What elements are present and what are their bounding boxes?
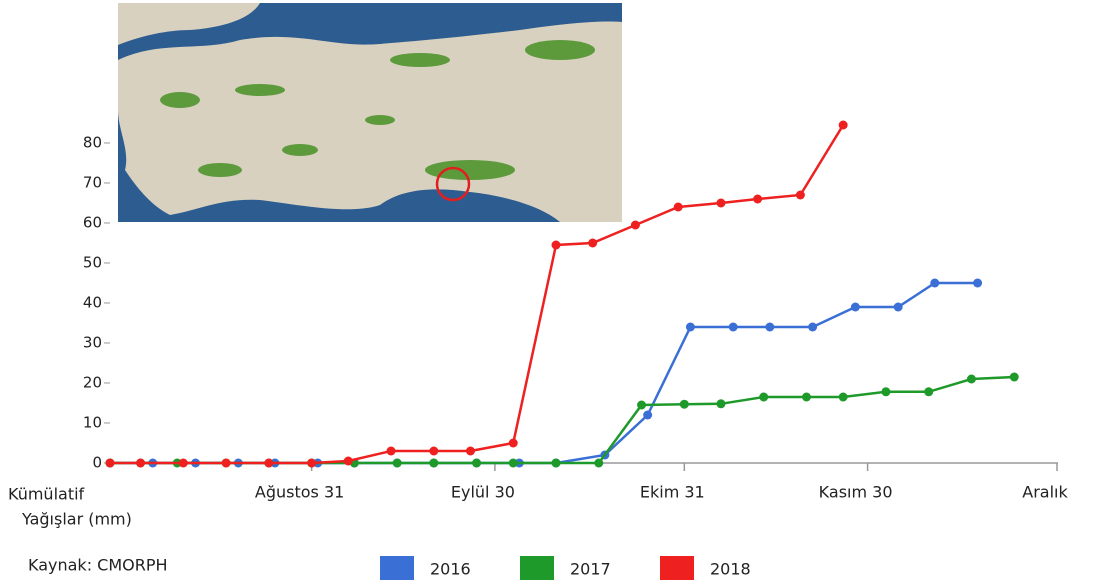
data-point xyxy=(796,191,805,200)
legend-swatch xyxy=(660,556,694,580)
y-tick-label: 70 xyxy=(83,174,102,192)
y-tick-label: 0 xyxy=(92,454,102,472)
x-tick-label: Ekim 31 xyxy=(640,483,705,502)
data-point xyxy=(179,459,188,468)
series-line xyxy=(110,377,1014,463)
y-tick-label: 30 xyxy=(83,334,102,352)
data-point xyxy=(924,387,933,396)
data-point xyxy=(839,121,848,130)
data-point xyxy=(429,447,438,456)
data-point xyxy=(686,323,695,332)
y-tick-label: 80 xyxy=(83,134,102,152)
data-point xyxy=(808,323,817,332)
data-point xyxy=(716,199,725,208)
data-point xyxy=(881,387,890,396)
data-point xyxy=(716,399,725,408)
legend-swatch xyxy=(520,556,554,580)
data-point xyxy=(839,393,848,402)
data-point xyxy=(106,459,115,468)
data-point xyxy=(930,279,939,288)
x-tick-label: Aralık xyxy=(1022,483,1068,502)
data-point xyxy=(552,241,561,250)
legend-label: 2017 xyxy=(570,560,611,579)
data-point xyxy=(429,459,438,468)
data-point xyxy=(631,221,640,230)
data-point xyxy=(894,303,903,312)
data-point xyxy=(729,323,738,332)
data-point xyxy=(594,459,603,468)
data-point xyxy=(674,203,683,212)
data-point xyxy=(1010,373,1019,382)
data-point xyxy=(393,459,402,468)
legend-label: 2018 xyxy=(710,560,751,579)
data-point xyxy=(509,459,518,468)
source: Kaynak: CMORPH xyxy=(28,556,168,575)
x-tick-label: Kasım 30 xyxy=(819,483,893,502)
data-point xyxy=(967,375,976,384)
data-point xyxy=(387,447,396,456)
data-point xyxy=(973,279,982,288)
y-label: Kümülatif xyxy=(8,485,85,504)
data-point xyxy=(472,459,481,468)
chart: Kümülatif Yağışlar (mm) Kaynak: CMORPH 0… xyxy=(0,0,1102,584)
data-point xyxy=(552,459,561,468)
x-tick-label: Eylül 30 xyxy=(451,483,515,502)
data-point xyxy=(588,239,597,248)
map-inset xyxy=(118,3,622,222)
data-point xyxy=(466,447,475,456)
y-label: Yağışlar (mm) xyxy=(21,510,132,529)
x-tick-label: Ağustos 31 xyxy=(255,483,344,502)
series-line xyxy=(110,283,978,463)
data-point xyxy=(344,457,353,466)
data-point xyxy=(637,401,646,410)
data-point xyxy=(643,411,652,420)
data-point xyxy=(759,393,768,402)
y-tick-label: 20 xyxy=(83,374,102,392)
data-point xyxy=(851,303,860,312)
data-point xyxy=(264,459,273,468)
data-point xyxy=(802,393,811,402)
data-point xyxy=(307,459,316,468)
data-point xyxy=(509,439,518,448)
legend-label: 2016 xyxy=(430,560,471,579)
y-tick-label: 50 xyxy=(83,254,102,272)
data-point xyxy=(136,459,145,468)
data-point xyxy=(222,459,231,468)
data-point xyxy=(765,323,774,332)
y-tick-label: 10 xyxy=(83,414,102,432)
y-tick-label: 60 xyxy=(83,214,102,232)
data-point xyxy=(680,400,689,409)
y-tick-label: 40 xyxy=(83,294,102,312)
data-point xyxy=(753,195,762,204)
legend-swatch xyxy=(380,556,414,580)
